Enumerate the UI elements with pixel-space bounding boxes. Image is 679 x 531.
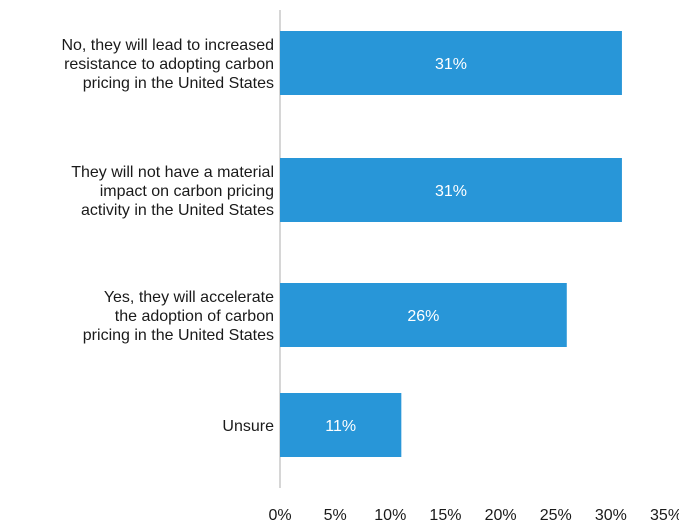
category-label-line: impact on carbon pricing (100, 183, 274, 200)
x-tick-label: 15% (429, 507, 461, 524)
x-tick-label: 10% (374, 507, 406, 524)
x-tick-label: 25% (540, 507, 572, 524)
category-label-line: pricing in the United States (83, 75, 274, 92)
category-label-line: pricing in the United States (83, 327, 274, 344)
x-tick-labels-group: 0% 5% 10% 15% 20% 25% 30% 35% (268, 507, 679, 524)
category-label-line: activity in the United States (81, 202, 274, 219)
bars-group: 31% 31% 26% 11% (280, 31, 622, 457)
bar-data-label: 11% (325, 418, 356, 435)
x-tick-label: 0% (268, 507, 291, 524)
x-tick-label: 35% (650, 507, 679, 524)
category-label-line: the adoption of carbon (115, 308, 274, 325)
category-label-line: Unsure (222, 418, 274, 435)
bar (280, 158, 622, 222)
category-label-line: No, they will lead to increased (61, 37, 274, 54)
category-label-line: They will not have a material (71, 164, 274, 181)
bar (280, 31, 622, 95)
category-labels-group: No, they will lead to increased resistanc… (61, 37, 274, 435)
bar-data-label: 31% (435, 183, 467, 200)
bar (280, 393, 402, 457)
category-label-line: resistance to adopting carbon (64, 56, 274, 73)
x-tick-label: 30% (595, 507, 627, 524)
bar-data-label: 31% (435, 56, 467, 73)
x-tick-label: 5% (324, 507, 347, 524)
bar (280, 283, 567, 347)
x-tick-label: 20% (485, 507, 517, 524)
bar-data-label: 26% (407, 308, 439, 325)
category-label-line: Yes, they will accelerate (104, 289, 274, 306)
